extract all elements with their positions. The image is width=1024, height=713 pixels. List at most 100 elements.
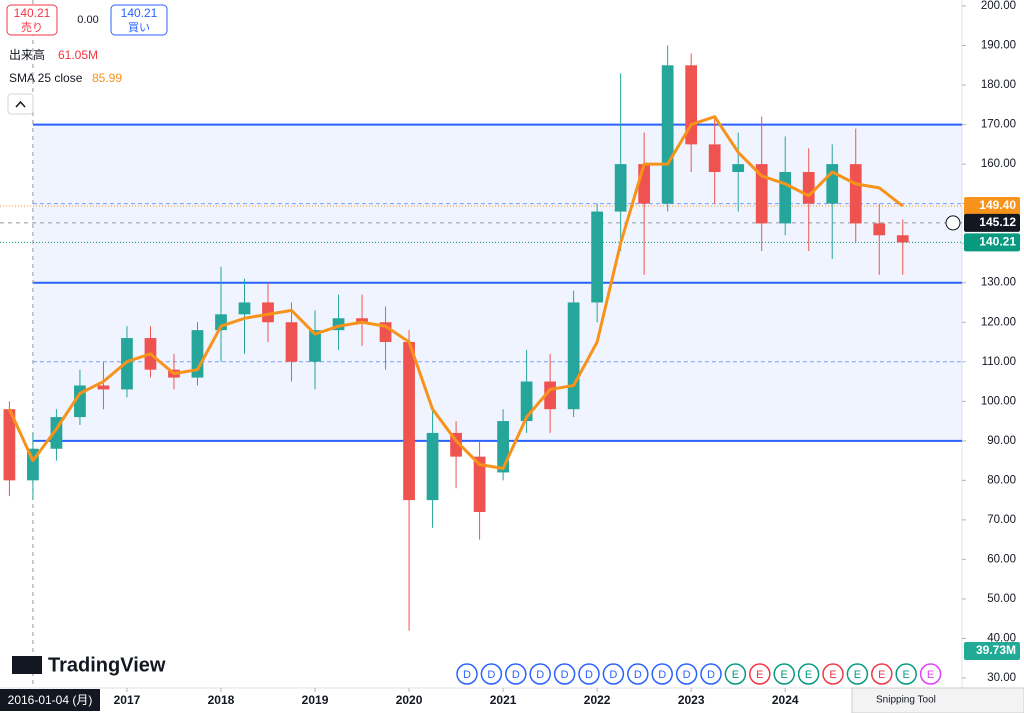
plot-layer <box>3 45 909 631</box>
event-label: D <box>463 669 471 681</box>
event-badge <box>773 663 795 685</box>
price-tag <box>964 197 1020 216</box>
candle-body <box>755 164 768 224</box>
candle-body <box>614 164 627 212</box>
candle-body <box>191 330 204 378</box>
y-tick-label: 170.00 <box>981 119 1016 131</box>
event-label: D <box>634 669 642 681</box>
candle-body <box>379 322 392 342</box>
event-label: D <box>536 669 544 681</box>
volume-label: 出来高 <box>9 47 45 62</box>
x-tick-label: 2020 <box>396 693 423 707</box>
collapse-button[interactable] <box>7 93 34 115</box>
candle-body <box>238 302 251 315</box>
event-label: D <box>561 669 569 681</box>
x-tick-label: 2023 <box>678 693 705 707</box>
y-tick-label: 40.00 <box>987 633 1016 645</box>
event-badge <box>578 663 600 685</box>
y-tick-label: 30.00 <box>987 672 1016 684</box>
candle-body <box>473 456 486 512</box>
event-badge <box>480 663 503 685</box>
y-tick-label: 120.00 <box>981 316 1016 328</box>
y-tick-label: 80.00 <box>987 474 1016 486</box>
candle-body <box>732 164 745 173</box>
event-badge <box>602 663 625 685</box>
y-tick-label: 50.00 <box>987 593 1016 605</box>
event-badge <box>675 663 698 685</box>
candle-body <box>708 144 721 173</box>
logo-text: TradingView <box>48 654 166 676</box>
x-tick-label: 2021 <box>490 693 517 707</box>
event-label: E <box>927 669 934 681</box>
price-tag <box>964 233 1020 252</box>
volume-value: 61.05M <box>58 48 98 62</box>
candle-body <box>873 223 886 236</box>
snipping-tool-text: Snipping Tool <box>876 695 936 706</box>
event-badge <box>871 663 893 685</box>
crosshair-tag <box>964 213 1020 232</box>
event-badge <box>505 663 527 685</box>
candle-body <box>215 314 227 331</box>
sell-button[interactable] <box>6 4 58 36</box>
event-badge <box>724 663 747 685</box>
candle-body <box>3 409 16 481</box>
event-label: E <box>805 669 812 681</box>
event-label: E <box>903 669 910 681</box>
candle-body <box>426 432 439 501</box>
candle-body <box>802 172 815 204</box>
y-tick-label: 90.00 <box>987 435 1016 447</box>
sma-value: 85.99 <box>92 71 122 85</box>
event-badge <box>627 663 649 685</box>
price-axis-bg <box>962 0 1024 713</box>
sell-price: 140.21 <box>14 6 51 20</box>
y-tick-label: 200.00 <box>981 0 1016 12</box>
event-label: D <box>512 669 520 681</box>
candle-body <box>497 421 509 473</box>
event-label: E <box>756 669 763 681</box>
candle-body <box>896 235 909 243</box>
volume-tag-label: 39.73M <box>976 643 1016 657</box>
y-tick-label: 190.00 <box>981 40 1016 52</box>
candle-body <box>121 338 133 390</box>
crosshair-plus <box>945 215 961 231</box>
event-label: D <box>658 669 666 681</box>
x-tick-label: 2018 <box>208 693 235 707</box>
sma-label: SMA 25 close <box>9 71 83 85</box>
volume-tag <box>964 642 1020 660</box>
price-tag-label: 149.40 <box>979 198 1016 212</box>
candle-body <box>638 164 651 204</box>
spread: 0.00 <box>77 14 98 26</box>
event-label: D <box>487 669 495 681</box>
buy-label: 買い <box>128 21 150 34</box>
candle-body <box>567 302 580 410</box>
candle-body <box>50 417 63 449</box>
crosshair-tag-label: 145.12 <box>979 215 1016 229</box>
event-label: E <box>829 669 836 681</box>
candle-body <box>544 381 556 410</box>
candle-body <box>97 385 110 390</box>
candle-body <box>27 448 39 481</box>
event-badge <box>919 663 942 685</box>
candle-body <box>309 330 321 362</box>
event-badge <box>456 663 478 685</box>
candle-body <box>356 318 368 323</box>
candle-body <box>262 302 274 323</box>
candle-body <box>779 172 792 224</box>
x-tick-label: 2022 <box>584 693 611 707</box>
candle-body <box>450 432 462 457</box>
logo-mark <box>12 656 42 674</box>
y-tick-label: 100.00 <box>981 395 1016 407</box>
candle-body <box>849 164 862 224</box>
event-badge <box>651 663 673 685</box>
y-tick-label: 130.00 <box>981 277 1016 289</box>
overlay-layer: 140.21 売り 0.00 140.21 買い 出来高 61.05M SMA … <box>0 4 1024 713</box>
buy-button[interactable] <box>110 4 168 36</box>
event-badge <box>749 663 771 685</box>
event-badge <box>553 663 576 685</box>
y-tick-label: 110.00 <box>982 356 1016 368</box>
snipping-tool-popup[interactable] <box>851 687 1024 713</box>
event-label: D <box>585 669 593 681</box>
y-tick-label: 160.00 <box>981 158 1016 170</box>
